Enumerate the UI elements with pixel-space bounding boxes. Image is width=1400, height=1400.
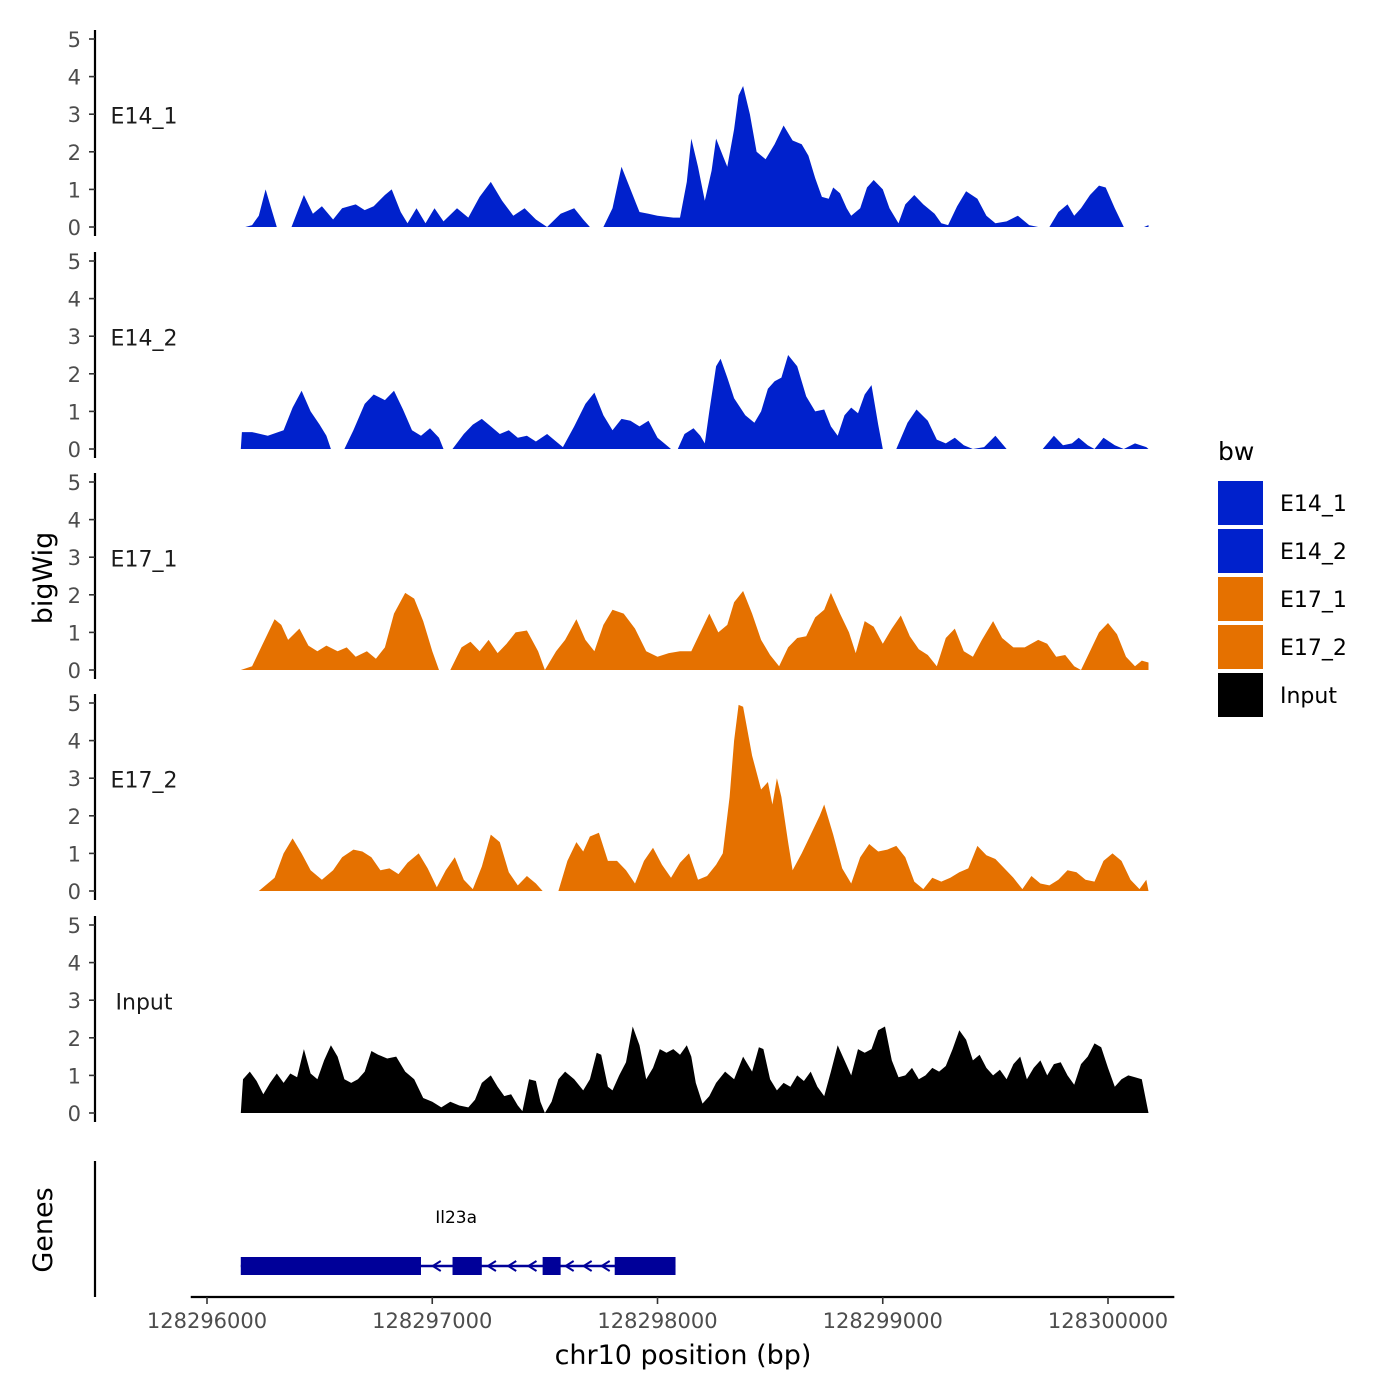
y-tick-label-e14-2-1: 1	[68, 400, 81, 424]
y-tick-label-e17-1-4: 4	[68, 509, 81, 533]
y-tick-label-e14-1-1: 1	[68, 178, 81, 202]
y-tick-label-input-5: 5	[68, 914, 81, 938]
area-e17-1	[240, 591, 1149, 670]
legend-label-e14-2: E14_2	[1280, 540, 1347, 565]
gene-exon-1	[240, 1257, 421, 1275]
track-e14-1: 0 1 2 3 4 5 E14_1	[68, 28, 1149, 240]
y-tick-label-e14-2-2: 2	[68, 363, 81, 387]
y-tick-label-e14-1-2: 2	[68, 141, 81, 165]
track-label-e17-2: E17_2	[111, 769, 178, 794]
y-tick-label-e17-1-3: 3	[68, 546, 81, 570]
track-label-e17-1: E17_1	[111, 548, 178, 573]
y-tick-label-e17-1-0: 0	[68, 659, 81, 683]
y-tick-label-e17-1-1: 1	[68, 621, 81, 645]
x-tick-label-4: 128300000	[1048, 1309, 1168, 1333]
x-tick-label-1: 128297000	[372, 1309, 492, 1333]
track-label-e14-2: E14_2	[111, 327, 178, 352]
area-e17-2	[258, 704, 1149, 891]
y-tick-label-e14-2-3: 3	[68, 325, 81, 349]
y-tick-label-e17-1-5: 5	[68, 471, 81, 495]
x-axis: 128296000 128297000 128298000 128299000 1283…	[147, 1295, 1175, 1333]
legend-swatch-input	[1218, 673, 1263, 717]
x-tick-label-2: 128298000	[597, 1309, 717, 1333]
track-label-input: Input	[116, 991, 173, 1016]
y-tick-label-e14-1-3: 3	[68, 103, 81, 127]
y-tick-label-e17-2-4: 4	[68, 730, 81, 754]
strand-arrow	[486, 1260, 497, 1272]
coverage-tracks: 0 1 2 3 4 5 E14_1 0 1 2 3 4 5 E14_2 0 1 2 3 4 5 E17_1 0 1 2 3 4 5 E…	[68, 28, 1149, 1126]
legend-swatch-e14-2	[1218, 529, 1263, 573]
legend: bw E14_1 E14_2 E17_1 E17_2 Input	[1218, 437, 1347, 717]
gene-exon-2	[452, 1257, 482, 1275]
y-tick-label-e17-2-1: 1	[68, 842, 81, 866]
legend-label-e17-2: E17_2	[1280, 636, 1347, 661]
track-e14-2: 0 1 2 3 4 5 E14_2	[68, 250, 1149, 462]
gene-track-label: Genes	[28, 1187, 59, 1272]
y-tick-label-e14-1-5: 5	[68, 28, 81, 52]
gene-exon-4	[614, 1257, 676, 1275]
x-tick-label-0: 128296000	[147, 1309, 267, 1333]
y-tick-label-input-3: 3	[68, 989, 81, 1013]
area-input	[240, 1026, 1149, 1113]
strand-arrow	[526, 1260, 538, 1272]
strand-arrow	[599, 1260, 611, 1272]
y-tick-label-e14-1-0: 0	[68, 216, 81, 240]
legend-label-e14-1: E14_1	[1280, 492, 1347, 517]
y-tick-label-e17-2-3: 3	[68, 767, 81, 791]
y-tick-label-e14-2-5: 5	[68, 250, 81, 274]
area-e14-2	[240, 355, 1149, 449]
y-tick-label-input-0: 0	[68, 1102, 81, 1126]
legend-swatch-e17-2	[1218, 625, 1263, 669]
legend-label-e17-1: E17_1	[1280, 588, 1347, 613]
gene-track: Il23a	[93, 1161, 676, 1297]
y-tick-label-e14-2-4: 4	[68, 288, 81, 312]
strand-arrow	[563, 1260, 575, 1272]
y-tick-label-input-1: 1	[68, 1064, 81, 1088]
y-tick-label-e17-2-2: 2	[68, 805, 81, 829]
y-tick-label-e17-1-2: 2	[68, 584, 81, 608]
track-e17-2: 0 1 2 3 4 5 E17_2	[68, 692, 1149, 904]
y-tick-label-input-4: 4	[68, 952, 81, 976]
area-e14-1	[245, 86, 1149, 227]
y-tick-label-input-2: 2	[68, 1027, 81, 1051]
legend-swatch-e14-1	[1218, 481, 1263, 525]
y-axis-title: bigWig	[28, 532, 59, 625]
legend-title: bw	[1218, 437, 1254, 466]
legend-label-input: Input	[1280, 684, 1337, 709]
x-axis-title: chr10 position (bp)	[555, 1340, 812, 1371]
y-tick-label-e14-1-4: 4	[68, 66, 81, 90]
legend-swatch-e17-1	[1218, 577, 1263, 621]
y-tick-label-e17-2-5: 5	[68, 692, 81, 716]
y-tick-label-e17-2-0: 0	[68, 880, 81, 904]
strand-arrow	[506, 1260, 517, 1272]
x-tick-label-3: 128299000	[823, 1309, 943, 1333]
gene-exon-3	[542, 1257, 561, 1275]
track-e17-1: 0 1 2 3 4 5 E17_1	[68, 471, 1149, 683]
strand-arrow	[430, 1260, 442, 1272]
track-input: 0 1 2 3 4 5 Input	[68, 914, 1149, 1126]
gene-name-label: Il23a	[435, 1208, 477, 1228]
track-label-e14-1: E14_1	[111, 105, 178, 130]
strand-arrow	[581, 1260, 593, 1272]
y-tick-label-e14-2-0: 0	[68, 438, 81, 462]
